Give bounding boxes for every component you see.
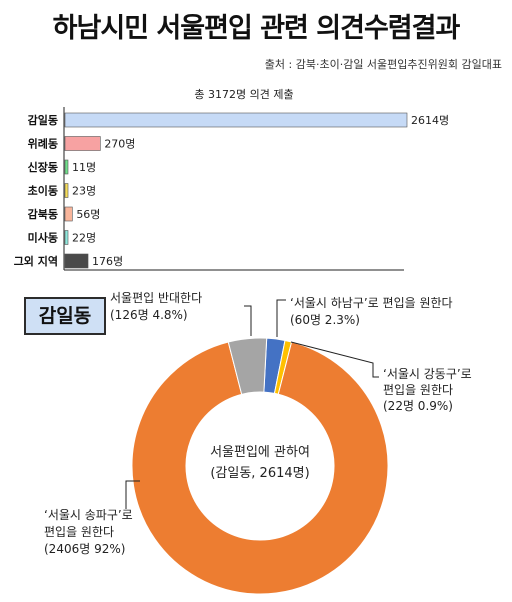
donut-center-line-2: (감일동, 2614명) [210, 466, 309, 481]
bar-chart-title: 총 3172명 의견 제출 [194, 88, 293, 101]
donut-slice [273, 339, 293, 395]
bar [64, 230, 69, 245]
bar-category-label: 위례동 [28, 137, 58, 151]
bar-value-label: 11명 [72, 161, 96, 174]
bar-value-label: 2614명 [411, 114, 449, 127]
donut-leader-line [244, 305, 252, 336]
bar [64, 183, 69, 198]
page-title: 하남시민 서울편입 관련 의견수렴결과 [52, 13, 461, 44]
donut-leader-line [125, 480, 140, 509]
donut-slice-label: (22명 0.9%) [383, 399, 453, 413]
donut-slice-label: 편입을 원한다 [44, 525, 114, 539]
bar-category-label: 그외 지역 [14, 254, 58, 268]
bar-category-label: 감일동 [28, 113, 58, 127]
bar-category-label: 초이동 [28, 184, 58, 198]
district-badge: 감일동 [24, 297, 106, 335]
bar-category-label: 감북동 [28, 207, 58, 221]
bar [64, 206, 73, 222]
bar-value-label: 56명 [76, 208, 100, 221]
donut-slice-label: ‘서울시 하남구’로 편입을 원한다 [290, 296, 453, 310]
donut-slice [131, 341, 389, 595]
donut-slice-label: ‘서울시 강동구’로 [383, 367, 472, 381]
bar [64, 253, 89, 269]
donut-slice [227, 337, 268, 395]
bar-value-label: 22명 [72, 232, 96, 245]
donut-slice-label: (60명 2.3%) [290, 313, 360, 327]
bar [64, 136, 101, 151]
source-note: 출처 : 감북·초이·감일 서울편입추진위원회 감일대표 [264, 58, 502, 71]
donut-center-line-1: 서울편입에 관하여 [210, 445, 310, 460]
donut-leader-line [290, 341, 379, 378]
donut-slice-label: 편입을 원한다 [383, 383, 453, 397]
donut-slice [263, 337, 286, 395]
bar-value-label: 176명 [92, 255, 123, 268]
donut-slice-label: ‘서울시 송파구’로 [44, 508, 133, 522]
donut-slice-label: (2406명 92%) [44, 542, 125, 556]
donut-slice-label: (126명 4.8%) [110, 308, 188, 322]
donut-leader-line [276, 299, 286, 337]
bar-category-label: 미사동 [28, 231, 58, 245]
bar-value-label: 270명 [104, 138, 135, 151]
bar [64, 159, 69, 175]
bar-category-label: 신장동 [28, 160, 58, 174]
bar [64, 112, 408, 128]
bar-value-label: 23명 [72, 185, 96, 198]
donut-slice-label: 서울편입 반대한다 [110, 291, 202, 305]
